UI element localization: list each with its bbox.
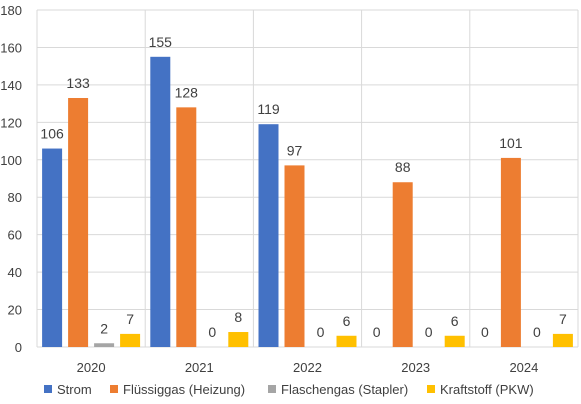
legend-label: Strom <box>57 382 92 397</box>
data-label: 0 <box>317 324 325 340</box>
y-tick-label: 40 <box>8 265 22 280</box>
data-label: 8 <box>234 309 242 325</box>
y-tick-label: 60 <box>8 228 22 243</box>
data-label: 7 <box>126 311 134 327</box>
data-label: 0 <box>425 324 433 340</box>
bar <box>228 332 249 347</box>
data-label: 0 <box>208 324 216 340</box>
x-category-label: 2024 <box>509 360 538 375</box>
data-label: 88 <box>395 159 411 175</box>
legend-label: Flaschengas (Stapler) <box>281 382 408 397</box>
legend-swatch <box>268 385 276 393</box>
bar <box>120 333 141 347</box>
gridlines <box>36 9 579 348</box>
bar <box>284 165 305 347</box>
x-category-label: 2023 <box>401 360 430 375</box>
y-tick-label: 120 <box>0 115 22 130</box>
bar <box>552 333 573 347</box>
bar <box>444 335 465 347</box>
x-category-label: 2022 <box>293 360 322 375</box>
data-label: 97 <box>287 142 303 158</box>
legend-label: Flüssiggas (Heizung) <box>123 382 245 397</box>
data-label: 128 <box>175 84 199 100</box>
y-tick-label: 180 <box>0 3 22 18</box>
legend-swatch <box>44 385 52 393</box>
data-label: 155 <box>149 34 173 50</box>
bar <box>42 148 63 347</box>
legend-label: Kraftstoff (PKW) <box>440 382 534 397</box>
bar <box>336 335 357 347</box>
data-label: 0 <box>481 324 489 340</box>
bar <box>68 97 89 347</box>
x-category-label: 2021 <box>185 360 214 375</box>
data-label: 133 <box>66 75 90 91</box>
bar <box>176 107 197 347</box>
data-label: 0 <box>533 324 541 340</box>
data-label: 6 <box>451 313 459 329</box>
data-labels: 106 133 2 7 155 128 0 8 119 97 0 6 0 88 0 6 0 101 0 7 <box>40 34 567 340</box>
y-tick-label: 140 <box>0 78 22 93</box>
x-category-label: 2020 <box>77 360 106 375</box>
legend-swatch <box>427 385 435 393</box>
bar <box>150 56 171 348</box>
data-label: 0 <box>373 324 381 340</box>
data-label: 119 <box>257 101 280 117</box>
legend: Strom Flüssiggas (Heizung) Flaschengas (St… <box>44 382 534 397</box>
y-tick-label: 20 <box>8 303 22 318</box>
y-tick-label: 0 <box>15 340 22 355</box>
y-tick-label: 80 <box>8 190 22 205</box>
data-label: 7 <box>559 311 567 327</box>
bar <box>258 124 279 347</box>
x-axis-categories: 2020 2021 2022 2023 2024 <box>77 360 539 375</box>
y-tick-label: 160 <box>0 40 22 55</box>
bar <box>94 343 115 347</box>
data-label: 106 <box>40 126 64 142</box>
data-label: 101 <box>499 135 523 151</box>
bars <box>42 56 573 348</box>
bar <box>500 157 521 347</box>
legend-swatch <box>110 385 118 393</box>
data-label: 2 <box>100 320 108 336</box>
y-axis-ticks: 0 20 40 60 80 100 120 140 160 180 <box>0 3 22 355</box>
y-tick-label: 100 <box>0 153 22 168</box>
bar <box>392 182 413 347</box>
data-label: 6 <box>343 313 351 329</box>
